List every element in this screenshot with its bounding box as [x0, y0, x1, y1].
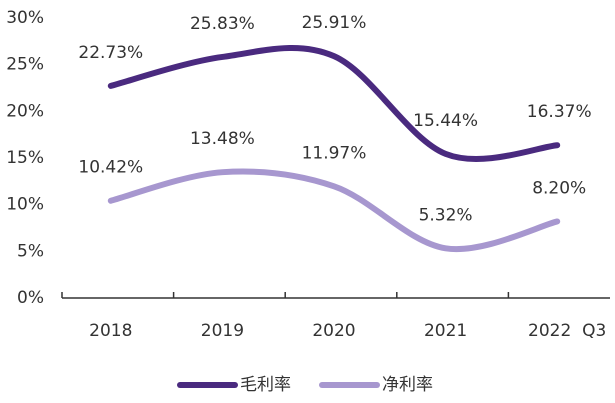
data-label: 13.48%	[190, 129, 255, 149]
x-tick-label: 2022 Q3	[528, 321, 606, 341]
y-tick-label: 25%	[6, 55, 44, 75]
y-tick-label: 10%	[6, 195, 44, 215]
data-label: 5.32%	[419, 205, 473, 225]
line	[107, 45, 561, 162]
data-label: 10.42%	[78, 158, 143, 178]
y-tick-label: 0%	[17, 288, 44, 308]
x-tick-label: 2019	[201, 321, 244, 341]
x-tick-label: 2018	[89, 321, 132, 341]
x-tick-label: 2021	[424, 321, 467, 341]
legend-label: 净利率	[382, 375, 433, 395]
y-tick-label: 5%	[17, 241, 44, 261]
data-label: 25.83%	[190, 14, 255, 34]
data-label: 8.20%	[532, 178, 586, 198]
data-label: 15.44%	[413, 111, 478, 131]
data-label: 11.97%	[302, 143, 367, 163]
data-label: 25.91%	[302, 13, 367, 33]
y-tick-label: 20%	[6, 101, 44, 121]
y-tick-label: 15%	[6, 148, 44, 168]
data-label: 16.37%	[527, 102, 592, 122]
y-tick-label: 30%	[6, 8, 44, 28]
legend-label: 毛利率	[240, 375, 291, 395]
data-label: 22.73%	[78, 43, 143, 63]
x-tick-label: 2020	[312, 321, 355, 341]
line	[107, 168, 561, 253]
